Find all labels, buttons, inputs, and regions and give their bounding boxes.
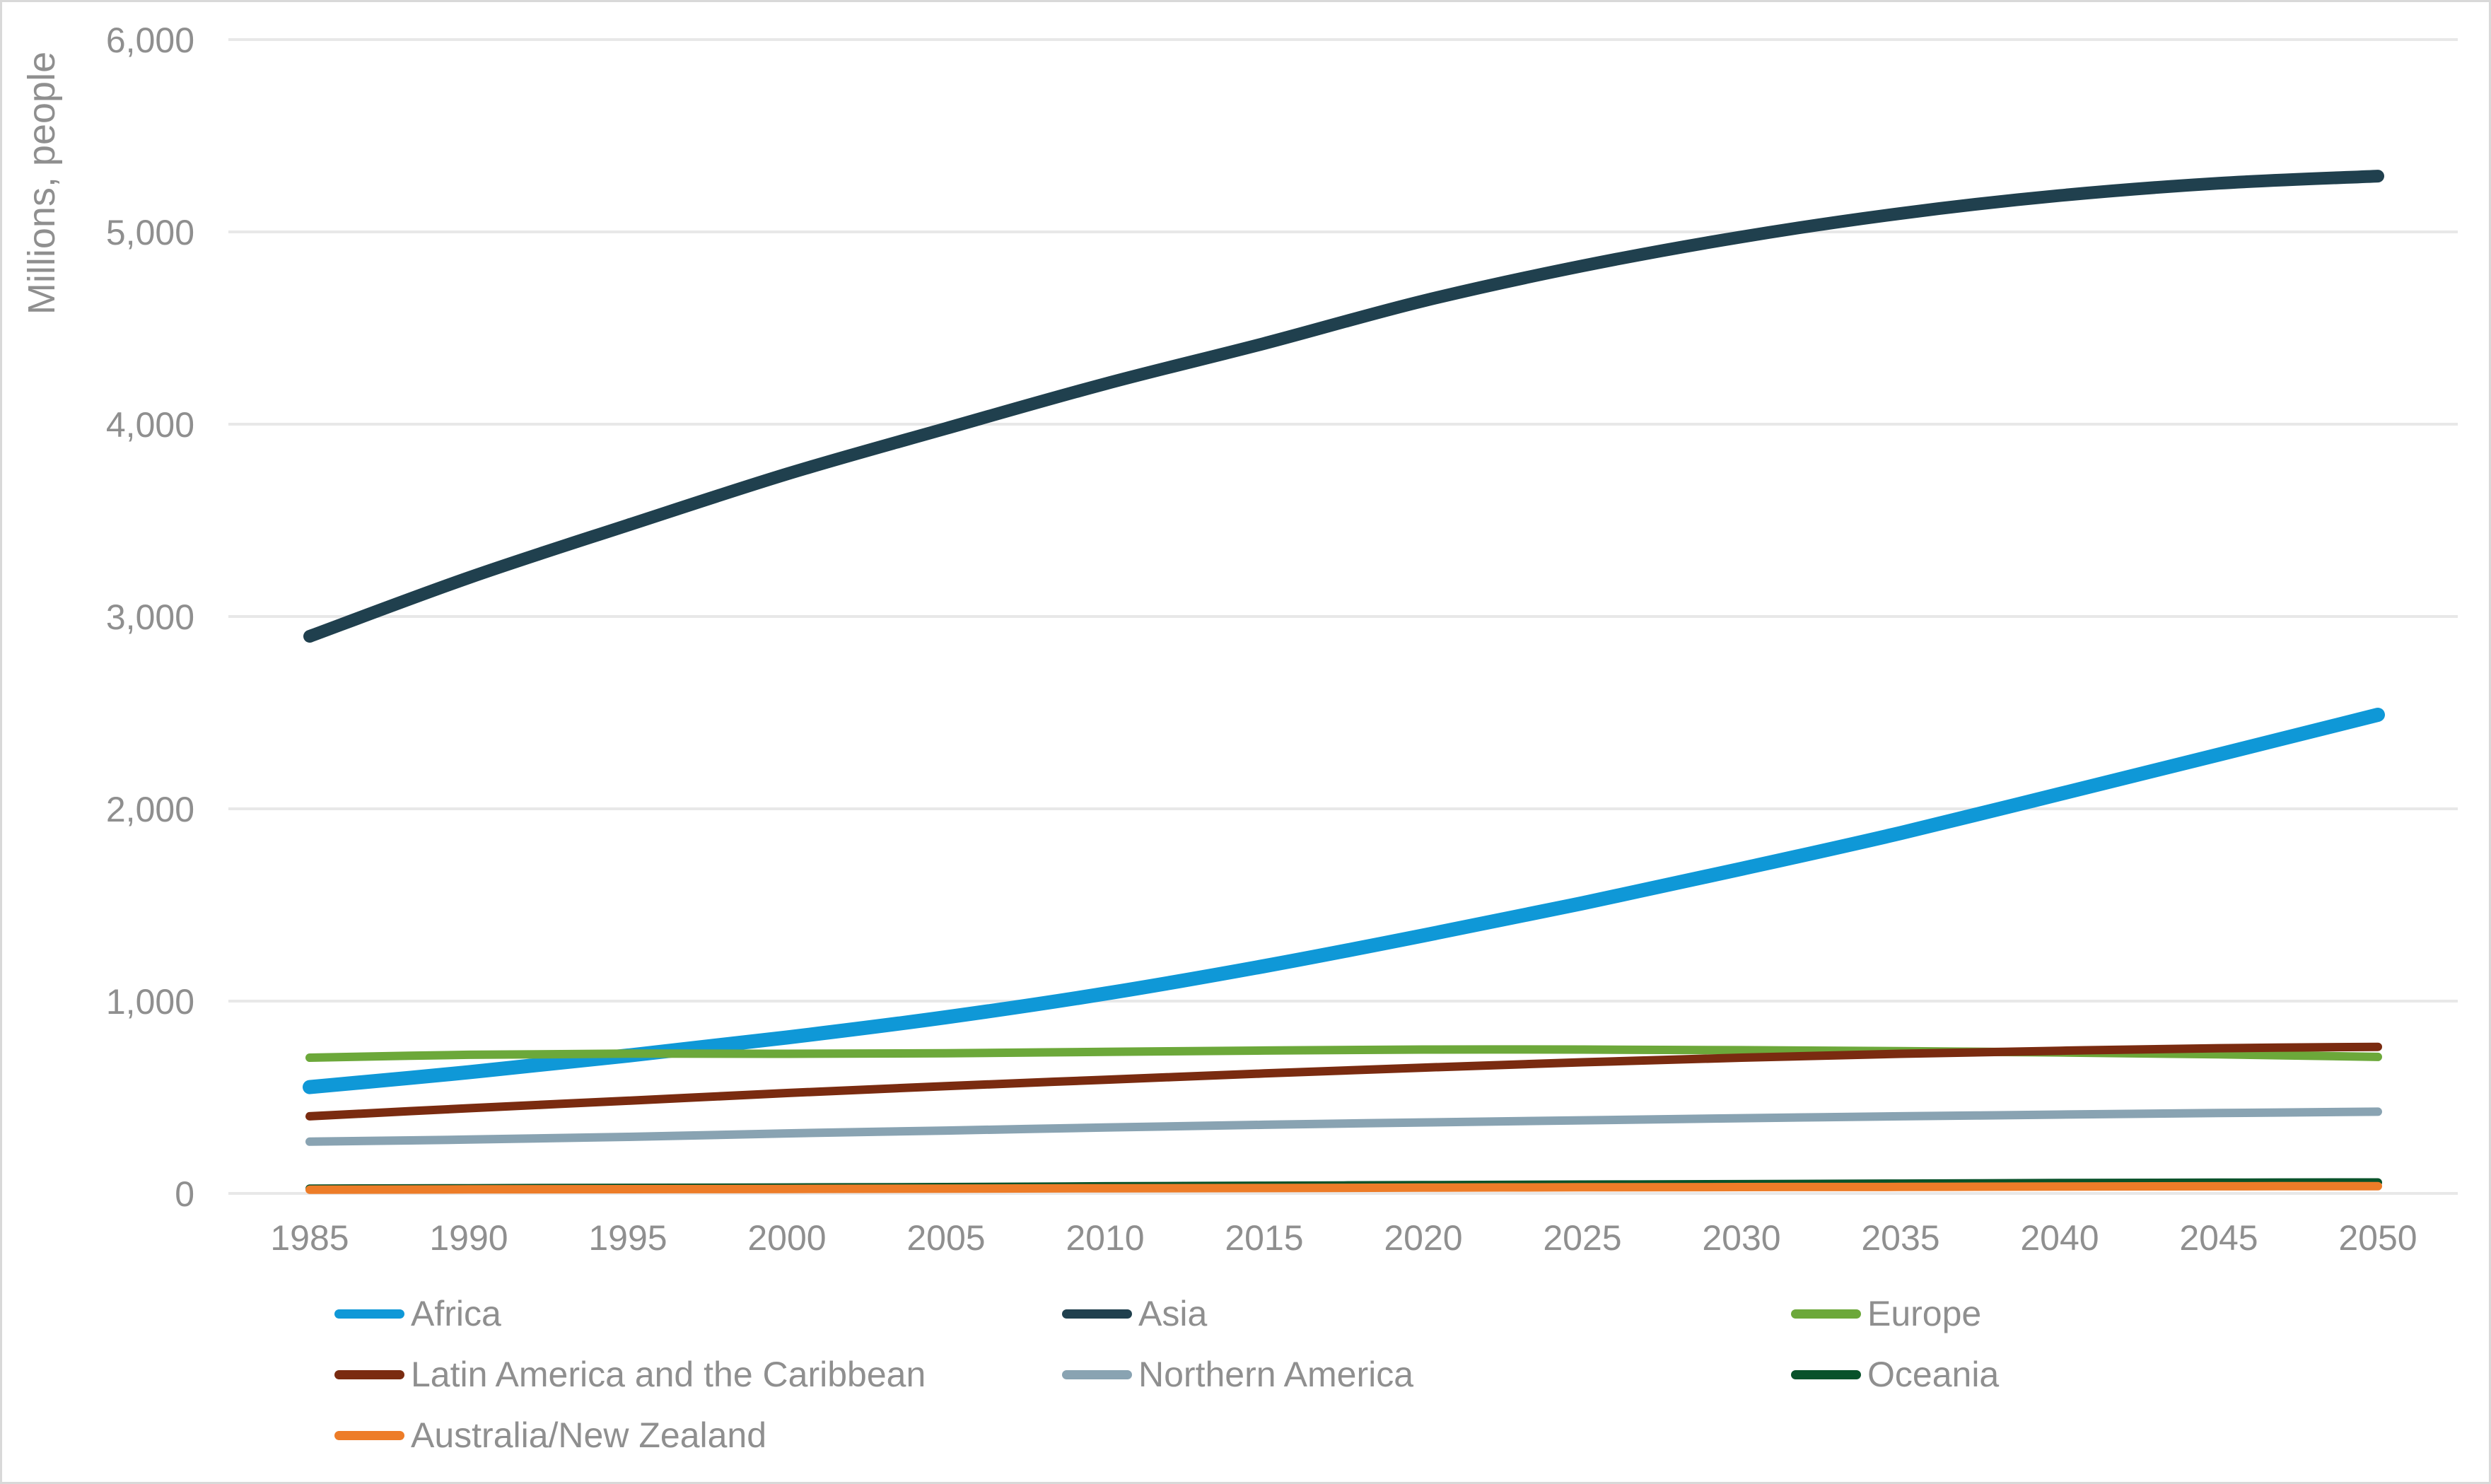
x-tick-label: 2035 [1861,1218,1939,1258]
x-tick-label: 1985 [270,1218,349,1258]
series-line-australia-new-zealand [305,1181,2382,1194]
x-tick-label: 2020 [1384,1218,1462,1258]
x-tick-label: 2000 [747,1218,826,1258]
series-line-asia [303,170,2384,643]
y-tick-label: 0 [175,1174,194,1214]
y-tick-label: 1,000 [106,982,194,1022]
y-axis-title: Millions, people [21,52,63,315]
gridlines [228,38,2458,1195]
x-tick-label: 2005 [906,1218,985,1258]
series-line-africa [303,708,2385,1094]
y-tick-label: 2,000 [106,790,194,829]
series-line-northern-america [305,1107,2382,1146]
x-axis-tick-labels: 1985 1990 1995 2000 2005 2010 2015 2020 2025 2030… [270,1218,2417,1258]
y-tick-label: 4,000 [106,405,194,445]
x-tick-label: 1990 [429,1218,508,1258]
y-axis-tick-labels: 0 1,000 2,000 3,000 4,000 5,000 6,000 [106,21,194,1214]
x-tick-label: 2045 [2179,1218,2258,1258]
y-tick-label: 3,000 [106,597,194,637]
x-tick-label: 2040 [2020,1218,2099,1258]
x-tick-label: 2050 [2338,1218,2417,1258]
x-tick-label: 2015 [1225,1218,1303,1258]
x-tick-label: 2025 [1543,1218,1621,1258]
y-tick-label: 6,000 [106,21,194,60]
x-tick-label: 2030 [1702,1218,1780,1258]
series-line-latin-america-and-the-caribbean [305,1042,2382,1121]
x-tick-label: 1995 [588,1218,667,1258]
y-tick-label: 5,000 [106,213,194,252]
series-lines [303,170,2385,1194]
x-tick-label: 2010 [1066,1218,1144,1258]
